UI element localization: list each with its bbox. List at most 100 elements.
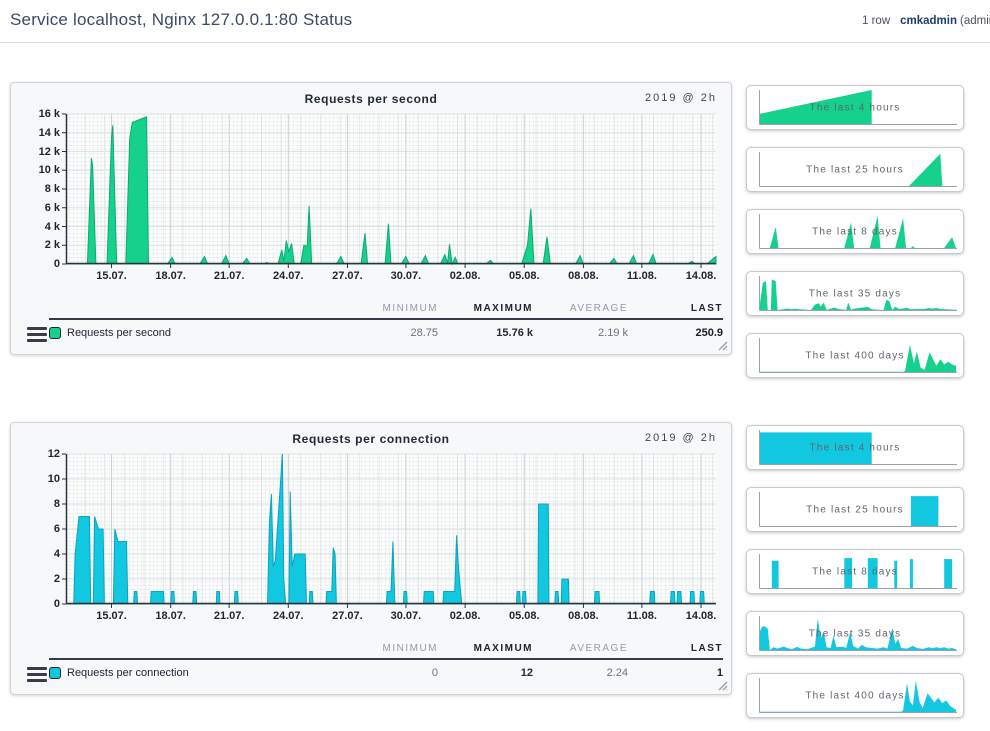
- y-tick-label: 16 k: [38, 108, 60, 120]
- preview-label: The last 4 hours: [809, 102, 901, 113]
- x-tick-label: 27.07.: [332, 610, 363, 622]
- x-tick-label: 05.08.: [508, 270, 540, 282]
- stat-value-max: 15.76 k: [496, 327, 533, 339]
- preview-time-range[interactable]: The last 25 hours: [746, 147, 964, 192]
- chart-canvas[interactable]: [62, 453, 716, 608]
- chart-title: Requests per second: [304, 92, 438, 106]
- legend-stats: MINIMUM MAXIMUM AVERAGE LAST Requests per c…: [49, 643, 723, 679]
- time-range-previews: The last 4 hours The last 25 hours The l…: [746, 425, 964, 718]
- y-axis-labels: 0 2 k 4 k 6 k 8 k 10 k 12 k 14 k 16 k: [16, 108, 60, 270]
- stat-header-maximum: MAXIMUM: [473, 643, 533, 654]
- stat-header-minimum: MINIMUM: [382, 303, 438, 314]
- series-name: Requests per connection: [67, 667, 189, 679]
- x-tick-label: 21.07.: [213, 270, 245, 282]
- legend-row: Requests per connection 0 12 2.24 1: [49, 660, 723, 679]
- preview-time-range[interactable]: The last 400 days: [746, 673, 964, 718]
- preview-chart: [759, 554, 957, 589]
- preview-chart: [759, 616, 957, 651]
- stat-header-minimum: MINIMUM: [382, 643, 438, 654]
- stat-value-min: 0: [431, 667, 438, 679]
- stat-value-max: 12: [520, 667, 533, 679]
- x-tick-label: 30.07.: [390, 270, 422, 282]
- x-tick-label: 02.08.: [449, 610, 481, 622]
- graph-card: Requests per second 2019 @ 2h 0 2 k 4 k 6 k…: [10, 82, 732, 355]
- x-tick-label: 27.07.: [332, 270, 363, 282]
- time-range-label: 2019 @ 2h: [645, 92, 717, 104]
- preview-label: The last 25 hours: [806, 164, 904, 175]
- y-tick-label: 2: [53, 573, 60, 585]
- header-status: 1 row cmkadmin(admin): [862, 15, 990, 27]
- page-header: Service localhost, Nginx 127.0.0.1:80 St…: [0, 0, 990, 43]
- menu-icon[interactable]: [27, 667, 47, 685]
- preview-time-range[interactable]: The last 35 days: [746, 611, 964, 656]
- x-tick-label: 14.08.: [685, 270, 717, 282]
- preview-time-range[interactable]: The last 4 hours: [746, 425, 964, 470]
- stat-value-avg: 2.24: [606, 667, 628, 679]
- preview-label: The last 35 days: [808, 288, 902, 299]
- preview-chart: [759, 678, 957, 713]
- series-name: Requests per second: [67, 327, 171, 339]
- x-tick-label: 15.07.: [96, 270, 127, 282]
- x-tick-label: 24.07.: [273, 270, 304, 282]
- legend-cell: Requests per connection: [49, 667, 343, 679]
- y-tick-label: 0: [53, 258, 60, 270]
- menu-icon[interactable]: [27, 327, 47, 345]
- y-axis-labels: 0 2 4 6 8 10 12: [16, 448, 60, 610]
- user-name[interactable]: cmkadmin: [900, 15, 958, 27]
- x-tick-label: 24.07.: [273, 610, 304, 622]
- legend-stats: MINIMUM MAXIMUM AVERAGE LAST Requests per s…: [49, 303, 723, 339]
- y-tick-label: 12 k: [38, 145, 60, 158]
- preview-chart: [759, 152, 957, 187]
- graph-row: Requests per second 2019 @ 2h 0 2 k 4 k 6 k…: [10, 82, 990, 378]
- y-tick-label: 10: [47, 473, 60, 485]
- time-range-label: 2019 @ 2h: [645, 432, 717, 444]
- preview-chart: [759, 492, 957, 527]
- preview-chart: [759, 430, 957, 465]
- time-range-previews: The last 4 hours The last 25 hours The l…: [746, 85, 964, 378]
- stat-value-avg: 2.19 k: [598, 327, 628, 339]
- y-tick-label: 2 k: [44, 239, 60, 252]
- stat-value-min: 28.75: [410, 327, 438, 339]
- preview-time-range[interactable]: The last 4 hours: [746, 85, 964, 130]
- x-tick-label: 08.08.: [568, 610, 599, 622]
- preview-label: The last 8 days: [812, 226, 898, 237]
- preview-chart: [759, 90, 957, 125]
- series-swatch-icon: [49, 667, 61, 679]
- stats-header-row: MINIMUM MAXIMUM AVERAGE LAST: [49, 643, 723, 660]
- y-tick-label: 14 k: [38, 126, 60, 139]
- y-tick-label: 10 k: [38, 164, 60, 177]
- preview-chart: [759, 276, 957, 311]
- y-tick-label: 8: [53, 498, 60, 510]
- user-role: (admin): [960, 15, 990, 27]
- preview-chart: [759, 214, 957, 249]
- x-tick-label: 18.07.: [155, 270, 186, 282]
- stat-value-last: 1: [716, 667, 723, 679]
- chart-canvas[interactable]: [62, 113, 717, 268]
- y-tick-label: 8 k: [44, 183, 60, 195]
- resize-handle-icon[interactable]: [716, 679, 728, 691]
- preview-time-range[interactable]: The last 35 days: [746, 271, 964, 316]
- x-tick-label: 05.08.: [508, 610, 540, 622]
- x-tick-label: 11.08.: [626, 270, 657, 282]
- y-tick-label: 4: [53, 548, 60, 560]
- preview-time-range[interactable]: The last 8 days: [746, 549, 964, 594]
- plot-area[interactable]: 0 2 4 6 8 10 12 15.07. 18.07. 21.07. 24.07. 27.07.…: [48, 448, 717, 622]
- legend-row: Requests per second 28.75 15.76 k 2.19 k 25…: [49, 320, 723, 339]
- graph-card: Requests per connection 2019 @ 2h 0 2 4 6 8 1…: [10, 422, 732, 695]
- y-tick-label: 6: [53, 523, 60, 535]
- preview-time-range[interactable]: The last 25 hours: [746, 487, 964, 532]
- stats-header-row: MINIMUM MAXIMUM AVERAGE LAST: [49, 303, 723, 320]
- x-tick-label: 15.07.: [96, 610, 127, 622]
- preview-label: The last 35 days: [808, 628, 902, 639]
- legend-cell: Requests per second: [49, 327, 343, 339]
- resize-handle-icon[interactable]: [716, 339, 728, 351]
- graph-row: Requests per connection 2019 @ 2h 0 2 4 6 8 1…: [10, 422, 990, 718]
- plot-area[interactable]: 0 2 k 4 k 6 k 8 k 10 k 12 k 14 k 16 k 15.07. 18.0…: [39, 108, 717, 282]
- y-tick-label: 6 k: [44, 201, 60, 214]
- preview-time-range[interactable]: The last 8 days: [746, 209, 964, 254]
- y-tick-label: 0: [53, 598, 60, 610]
- preview-time-range[interactable]: The last 400 days: [746, 333, 964, 378]
- stat-header-maximum: MAXIMUM: [473, 303, 533, 314]
- x-tick-label: 11.08.: [626, 610, 657, 622]
- y-tick-label: 12: [47, 448, 60, 460]
